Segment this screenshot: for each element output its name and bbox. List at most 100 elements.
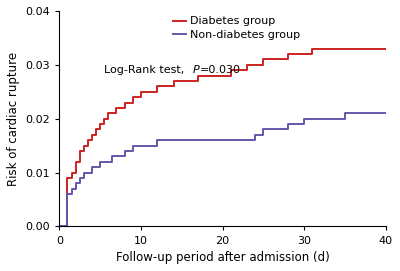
Diabetes group xyxy=(367,47,372,50)
Non-diabetes group xyxy=(171,139,176,142)
Diabetes group xyxy=(179,79,184,83)
Non-diabetes group xyxy=(343,112,348,115)
Non-diabetes group xyxy=(359,112,364,115)
Diabetes group xyxy=(163,85,168,88)
Non-diabetes group xyxy=(196,139,200,142)
Diabetes group xyxy=(286,52,290,56)
Diabetes group xyxy=(73,160,78,163)
Diabetes group xyxy=(77,149,82,153)
Diabetes group xyxy=(196,74,200,77)
Diabetes group xyxy=(122,101,127,104)
Diabetes group xyxy=(302,52,307,56)
Diabetes group xyxy=(351,47,356,50)
Diabetes group xyxy=(98,122,102,126)
Diabetes group xyxy=(343,47,348,50)
Diabetes group xyxy=(86,139,90,142)
Text: P: P xyxy=(192,65,199,75)
Diabetes group xyxy=(384,47,388,50)
Diabetes group xyxy=(261,58,266,61)
Non-diabetes group xyxy=(163,139,168,142)
Non-diabetes group xyxy=(294,122,298,126)
Non-diabetes group xyxy=(310,117,315,120)
Diabetes group xyxy=(236,69,241,72)
Non-diabetes group xyxy=(228,139,233,142)
Non-diabetes group xyxy=(179,139,184,142)
Diabetes group xyxy=(318,47,323,50)
Non-diabetes group xyxy=(106,160,111,163)
Diabetes group xyxy=(212,74,217,77)
Diabetes group xyxy=(278,58,282,61)
Diabetes group xyxy=(106,112,111,115)
Non-diabetes group xyxy=(367,112,372,115)
Line: Diabetes group: Diabetes group xyxy=(59,49,386,227)
Non-diabetes group xyxy=(188,139,192,142)
Non-diabetes group xyxy=(318,117,323,120)
Non-diabetes group xyxy=(278,128,282,131)
Non-diabetes group xyxy=(98,160,102,163)
Non-diabetes group xyxy=(245,139,250,142)
Text: =0.030: =0.030 xyxy=(200,65,240,75)
Non-diabetes group xyxy=(147,144,152,147)
Non-diabetes group xyxy=(269,128,274,131)
Line: Non-diabetes group: Non-diabetes group xyxy=(59,113,386,227)
Diabetes group xyxy=(269,58,274,61)
Diabetes group xyxy=(81,144,86,147)
Diabetes group xyxy=(171,79,176,83)
Diabetes group xyxy=(126,101,131,104)
Non-diabetes group xyxy=(212,139,217,142)
Non-diabetes group xyxy=(376,112,380,115)
Diabetes group xyxy=(188,79,192,83)
Diabetes group xyxy=(310,47,315,50)
Diabetes group xyxy=(359,47,364,50)
Non-diabetes group xyxy=(110,155,115,158)
Non-diabetes group xyxy=(236,139,241,142)
Non-diabetes group xyxy=(134,144,139,147)
Non-diabetes group xyxy=(94,166,98,169)
Diabetes group xyxy=(294,52,298,56)
Non-diabetes group xyxy=(122,149,127,153)
Non-diabetes group xyxy=(81,171,86,174)
Non-diabetes group xyxy=(138,144,143,147)
Non-diabetes group xyxy=(130,144,135,147)
Non-diabetes group xyxy=(302,117,307,120)
Non-diabetes group xyxy=(261,128,266,131)
Non-diabetes group xyxy=(77,176,82,180)
Non-diabetes group xyxy=(90,166,94,169)
Diabetes group xyxy=(220,74,225,77)
Diabetes group xyxy=(65,176,70,180)
Non-diabetes group xyxy=(220,139,225,142)
Non-diabetes group xyxy=(69,187,74,191)
X-axis label: Follow-up period after admission (d): Follow-up period after admission (d) xyxy=(116,251,330,264)
Diabetes group xyxy=(69,171,74,174)
Non-diabetes group xyxy=(286,122,290,126)
Diabetes group xyxy=(204,74,209,77)
Diabetes group xyxy=(118,106,123,109)
Text: Log-Rank test,: Log-Rank test, xyxy=(104,65,188,75)
Non-diabetes group xyxy=(73,182,78,185)
Diabetes group xyxy=(326,47,331,50)
Diabetes group xyxy=(102,117,107,120)
Non-diabetes group xyxy=(334,117,339,120)
Non-diabetes group xyxy=(86,171,90,174)
Non-diabetes group xyxy=(114,155,119,158)
Non-diabetes group xyxy=(253,133,258,137)
Non-diabetes group xyxy=(326,117,331,120)
Non-diabetes group xyxy=(351,112,356,115)
Diabetes group xyxy=(138,90,143,93)
Diabetes group xyxy=(245,63,250,66)
Diabetes group xyxy=(90,133,94,137)
Diabetes group xyxy=(130,96,135,99)
Diabetes group xyxy=(376,47,380,50)
Y-axis label: Risk of cardiac rupture: Risk of cardiac rupture xyxy=(7,52,20,186)
Non-diabetes group xyxy=(126,149,131,153)
Diabetes group xyxy=(114,106,119,109)
Non-diabetes group xyxy=(118,155,123,158)
Diabetes group xyxy=(57,225,62,228)
Diabetes group xyxy=(155,85,160,88)
Non-diabetes group xyxy=(65,192,70,196)
Non-diabetes group xyxy=(384,112,388,115)
Legend: Diabetes group, Non-diabetes group: Diabetes group, Non-diabetes group xyxy=(173,17,300,40)
Non-diabetes group xyxy=(155,139,160,142)
Non-diabetes group xyxy=(102,160,107,163)
Diabetes group xyxy=(134,96,139,99)
